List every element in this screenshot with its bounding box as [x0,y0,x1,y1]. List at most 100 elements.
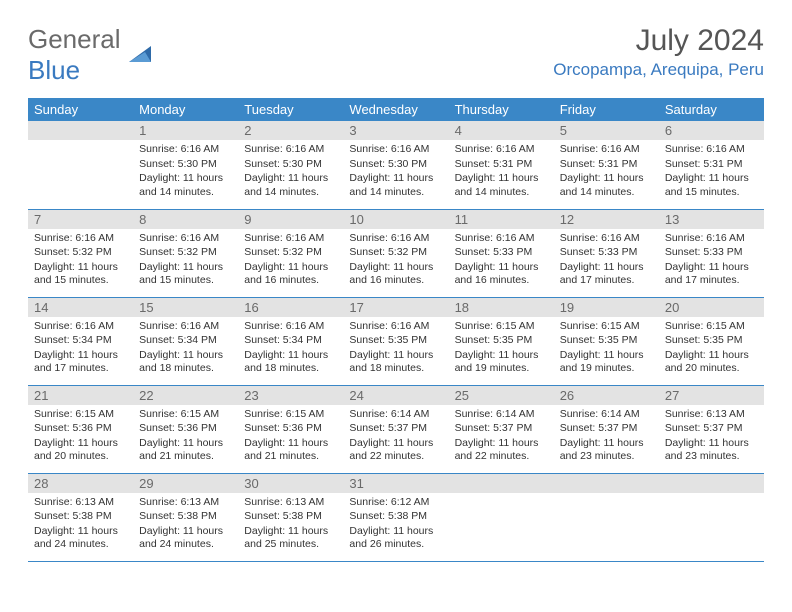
day-number: 6 [659,121,764,140]
day-number: 7 [28,210,133,229]
sunset-line: Sunset: 5:33 PM [665,246,758,260]
sunrise-line: Sunrise: 6:15 AM [455,320,548,334]
sunset-line: Sunset: 5:37 PM [560,422,653,436]
sunset-line: Sunset: 5:37 PM [665,422,758,436]
daylight-line: Daylight: 11 hours and 18 minutes. [244,349,337,376]
daylight-line: Daylight: 11 hours and 14 minutes. [560,172,653,199]
sunrise-line: Sunrise: 6:15 AM [244,408,337,422]
sunrise-line: Sunrise: 6:14 AM [349,408,442,422]
day-body: Sunrise: 6:14 AMSunset: 5:37 PMDaylight:… [343,405,448,470]
day-body: Sunrise: 6:15 AMSunset: 5:35 PMDaylight:… [449,317,554,382]
calendar-cell: 5Sunrise: 6:16 AMSunset: 5:31 PMDaylight… [554,121,659,209]
calendar-cell: 8Sunrise: 6:16 AMSunset: 5:32 PMDaylight… [133,209,238,297]
sunset-line: Sunset: 5:31 PM [560,158,653,172]
calendar-cell: 11Sunrise: 6:16 AMSunset: 5:33 PMDayligh… [449,209,554,297]
day-body: Sunrise: 6:13 AMSunset: 5:38 PMDaylight:… [28,493,133,558]
calendar-body: 1Sunrise: 6:16 AMSunset: 5:30 PMDaylight… [28,121,764,561]
day-body: Sunrise: 6:16 AMSunset: 5:32 PMDaylight:… [238,229,343,294]
calendar-row: 21Sunrise: 6:15 AMSunset: 5:36 PMDayligh… [28,385,764,473]
calendar-cell: 4Sunrise: 6:16 AMSunset: 5:31 PMDaylight… [449,121,554,209]
logo-text-general: General [28,24,121,54]
sunset-line: Sunset: 5:37 PM [455,422,548,436]
daylight-line: Daylight: 11 hours and 19 minutes. [455,349,548,376]
sunset-line: Sunset: 5:36 PM [244,422,337,436]
sunset-line: Sunset: 5:38 PM [34,510,127,524]
calendar-cell: 25Sunrise: 6:14 AMSunset: 5:37 PMDayligh… [449,385,554,473]
day-body: Sunrise: 6:13 AMSunset: 5:37 PMDaylight:… [659,405,764,470]
sunrise-line: Sunrise: 6:16 AM [665,232,758,246]
calendar-row: 1Sunrise: 6:16 AMSunset: 5:30 PMDaylight… [28,121,764,209]
calendar-cell [28,121,133,209]
weekday-header: Thursday [449,98,554,121]
day-number: 11 [449,210,554,229]
day-body: Sunrise: 6:16 AMSunset: 5:34 PMDaylight:… [133,317,238,382]
daylight-line: Daylight: 11 hours and 16 minutes. [244,261,337,288]
day-body: Sunrise: 6:16 AMSunset: 5:32 PMDaylight:… [343,229,448,294]
day-body: Sunrise: 6:15 AMSunset: 5:35 PMDaylight:… [554,317,659,382]
sunrise-line: Sunrise: 6:16 AM [34,320,127,334]
sunset-line: Sunset: 5:34 PM [139,334,232,348]
weekday-header: Monday [133,98,238,121]
sunrise-line: Sunrise: 6:14 AM [560,408,653,422]
weekday-header: Saturday [659,98,764,121]
sunrise-line: Sunrise: 6:15 AM [560,320,653,334]
sunrise-line: Sunrise: 6:16 AM [349,143,442,157]
daylight-line: Daylight: 11 hours and 15 minutes. [34,261,127,288]
day-number: 25 [449,386,554,405]
calendar-cell: 13Sunrise: 6:16 AMSunset: 5:33 PMDayligh… [659,209,764,297]
calendar-cell: 3Sunrise: 6:16 AMSunset: 5:30 PMDaylight… [343,121,448,209]
calendar-cell: 14Sunrise: 6:16 AMSunset: 5:34 PMDayligh… [28,297,133,385]
calendar-cell: 12Sunrise: 6:16 AMSunset: 5:33 PMDayligh… [554,209,659,297]
sunrise-line: Sunrise: 6:13 AM [34,496,127,510]
sunrise-line: Sunrise: 6:16 AM [349,232,442,246]
day-body: Sunrise: 6:14 AMSunset: 5:37 PMDaylight:… [554,405,659,470]
daylight-line: Daylight: 11 hours and 24 minutes. [139,525,232,552]
sunrise-line: Sunrise: 6:16 AM [244,143,337,157]
calendar-cell: 23Sunrise: 6:15 AMSunset: 5:36 PMDayligh… [238,385,343,473]
sunrise-line: Sunrise: 6:13 AM [139,496,232,510]
day-body: Sunrise: 6:16 AMSunset: 5:34 PMDaylight:… [28,317,133,382]
day-number: 30 [238,474,343,493]
sunset-line: Sunset: 5:34 PM [34,334,127,348]
day-number: 8 [133,210,238,229]
day-number: 20 [659,298,764,317]
daylight-line: Daylight: 11 hours and 18 minutes. [139,349,232,376]
daylight-line: Daylight: 11 hours and 16 minutes. [349,261,442,288]
calendar-cell [449,473,554,561]
calendar-cell: 27Sunrise: 6:13 AMSunset: 5:37 PMDayligh… [659,385,764,473]
calendar-cell: 20Sunrise: 6:15 AMSunset: 5:35 PMDayligh… [659,297,764,385]
calendar-table: SundayMondayTuesdayWednesdayThursdayFrid… [28,98,764,562]
sunrise-line: Sunrise: 6:16 AM [139,232,232,246]
day-number: 14 [28,298,133,317]
day-number: 26 [554,386,659,405]
day-body: Sunrise: 6:16 AMSunset: 5:32 PMDaylight:… [133,229,238,294]
sunset-line: Sunset: 5:32 PM [244,246,337,260]
day-number: 28 [28,474,133,493]
sunrise-line: Sunrise: 6:13 AM [244,496,337,510]
daylight-line: Daylight: 11 hours and 26 minutes. [349,525,442,552]
calendar-cell: 21Sunrise: 6:15 AMSunset: 5:36 PMDayligh… [28,385,133,473]
calendar-cell: 29Sunrise: 6:13 AMSunset: 5:38 PMDayligh… [133,473,238,561]
day-number: 9 [238,210,343,229]
daylight-line: Daylight: 11 hours and 18 minutes. [349,349,442,376]
daylight-line: Daylight: 11 hours and 23 minutes. [560,437,653,464]
day-number: 27 [659,386,764,405]
calendar-cell: 26Sunrise: 6:14 AMSunset: 5:37 PMDayligh… [554,385,659,473]
day-body: Sunrise: 6:13 AMSunset: 5:38 PMDaylight:… [238,493,343,558]
day-number-empty [659,474,764,493]
calendar-cell [554,473,659,561]
day-body: Sunrise: 6:16 AMSunset: 5:30 PMDaylight:… [343,140,448,205]
calendar-cell: 17Sunrise: 6:16 AMSunset: 5:35 PMDayligh… [343,297,448,385]
sunset-line: Sunset: 5:37 PM [349,422,442,436]
day-body: Sunrise: 6:16 AMSunset: 5:31 PMDaylight:… [659,140,764,205]
month-title: July 2024 [553,24,764,58]
daylight-line: Daylight: 11 hours and 15 minutes. [139,261,232,288]
calendar-cell: 6Sunrise: 6:16 AMSunset: 5:31 PMDaylight… [659,121,764,209]
daylight-line: Daylight: 11 hours and 25 minutes. [244,525,337,552]
calendar-cell: 28Sunrise: 6:13 AMSunset: 5:38 PMDayligh… [28,473,133,561]
weekday-header-row: SundayMondayTuesdayWednesdayThursdayFrid… [28,98,764,121]
day-body: Sunrise: 6:14 AMSunset: 5:37 PMDaylight:… [449,405,554,470]
day-number: 4 [449,121,554,140]
title-block: July 2024 Orcopampa, Arequipa, Peru [553,24,764,80]
weekday-header: Sunday [28,98,133,121]
